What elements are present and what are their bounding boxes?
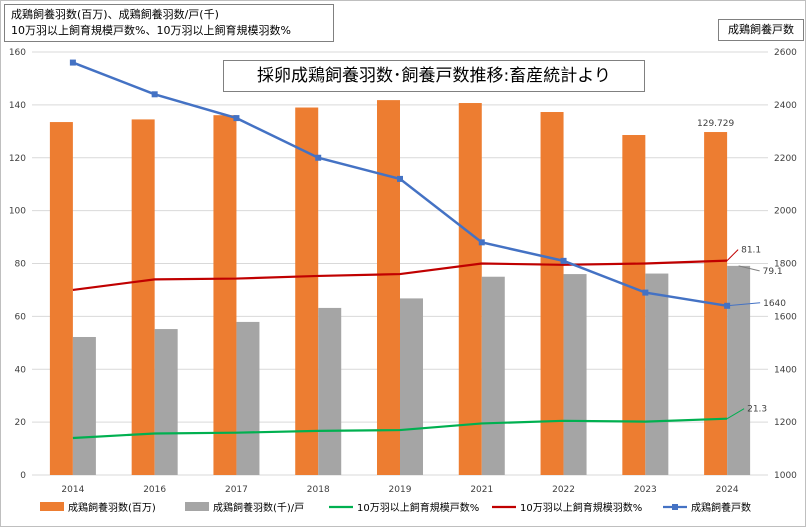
- bar-flock-size: [622, 135, 646, 476]
- x-tick-label: 2016: [143, 485, 166, 495]
- y-right-tick-label: 2600: [774, 48, 797, 58]
- bar-flock-size: [49, 122, 73, 475]
- legend-marker: [672, 504, 678, 510]
- series-line: [72, 417, 728, 440]
- right-axis-note: 成鶏飼養戸数: [718, 19, 804, 41]
- y-right-tick-label: 2200: [774, 154, 797, 164]
- y-left-tick-label: 0: [20, 471, 26, 481]
- bar-flock-size: [458, 103, 482, 475]
- x-tick-label: 2024: [716, 485, 739, 495]
- data-label-leader: [738, 265, 760, 272]
- x-tick-label: 2017: [225, 485, 248, 495]
- data-label-leader: [726, 408, 745, 420]
- x-tick-label: 2014: [61, 485, 84, 495]
- bar-birds-per-farm: [645, 273, 669, 475]
- y-right-tick-label: 2400: [774, 101, 797, 111]
- bar-birds-per-farm: [236, 321, 260, 475]
- y-left-tick-label: 140: [9, 101, 26, 111]
- bar-flock-size: [295, 107, 319, 476]
- y-right-tick-label: 1200: [774, 418, 797, 428]
- legend-swatch: [185, 502, 209, 511]
- y-left-tick-label: 100: [9, 207, 26, 217]
- bar-birds-per-farm: [727, 265, 751, 475]
- y-left-tick-label: 40: [15, 365, 27, 375]
- line-marker: [151, 91, 158, 98]
- data-label: 81.1: [741, 246, 761, 256]
- x-tick-label: 2023: [634, 485, 657, 495]
- bar-flock-size: [213, 115, 237, 476]
- y-right-tick-label: 1000: [774, 471, 797, 481]
- data-label-leader: [727, 302, 761, 307]
- bar-flock-size: [377, 100, 400, 476]
- bar-birds-per-farm: [154, 329, 178, 475]
- x-tick-label: 2021: [470, 485, 493, 495]
- legend-label: 成鶏飼養羽数(百万): [68, 501, 156, 514]
- data-label: 21.3: [747, 405, 767, 415]
- chart-title: 採卵成鶏飼養羽数･飼養戸数推移:畜産統計より: [223, 60, 645, 92]
- y-right-tick-label: 1800: [774, 260, 797, 270]
- legend-label: 10万羽以上飼育規模羽数%: [520, 501, 642, 514]
- bar-birds-per-farm: [72, 336, 96, 475]
- data-label: 79.1: [763, 267, 783, 277]
- y-left-tick-label: 120: [9, 154, 26, 164]
- x-tick-label: 2018: [307, 485, 330, 495]
- legend-label: 成鶏飼養羽数(千)/戸: [213, 501, 304, 514]
- y-right-tick-label: 2000: [774, 207, 797, 217]
- y-right-tick-label: 1400: [774, 365, 797, 375]
- data-label-leader: [726, 249, 739, 261]
- bar-flock-size: [131, 119, 155, 476]
- x-tick-label: 2022: [552, 485, 575, 495]
- line-marker: [397, 175, 403, 182]
- y-left-tick-label: 60: [15, 312, 27, 322]
- line-marker: [560, 257, 567, 264]
- y-left-tick-label: 20: [15, 418, 27, 428]
- line-marker: [233, 115, 240, 122]
- bar-birds-per-farm: [481, 276, 505, 475]
- line-marker: [69, 59, 76, 66]
- legend-label: 成鶏飼養戸数: [691, 501, 751, 514]
- y-left-tick-label: 80: [15, 260, 27, 270]
- left-axis-note-line2: 10万羽以上飼育規模戸数%、10万羽以上飼育規模羽数%: [11, 24, 291, 37]
- series-line: [72, 259, 728, 292]
- left-axis-note: 成鶏飼養羽数(百万)、成鶏飼養羽数/戸(千) 10万羽以上飼育規模戸数%、10万…: [4, 4, 334, 42]
- line-marker: [478, 239, 485, 246]
- y-left-tick-label: 160: [9, 48, 26, 58]
- y-right-tick-label: 1600: [774, 312, 797, 322]
- line-marker: [642, 289, 649, 296]
- data-label: 1640: [763, 299, 786, 309]
- line-marker: [315, 154, 322, 161]
- bar-flock-size: [540, 112, 564, 475]
- x-tick-label: 2019: [389, 485, 412, 495]
- bar-birds-per-farm: [563, 274, 587, 475]
- legend-swatch: [40, 502, 64, 511]
- bar-birds-per-farm: [400, 298, 423, 475]
- bar-birds-per-farm: [318, 307, 342, 475]
- legend-label: 10万羽以上飼育規模戸数%: [357, 501, 479, 514]
- left-axis-note-line1: 成鶏飼養羽数(百万)、成鶏飼養羽数/戸(千): [11, 8, 219, 21]
- data-label: 129.729: [697, 119, 734, 129]
